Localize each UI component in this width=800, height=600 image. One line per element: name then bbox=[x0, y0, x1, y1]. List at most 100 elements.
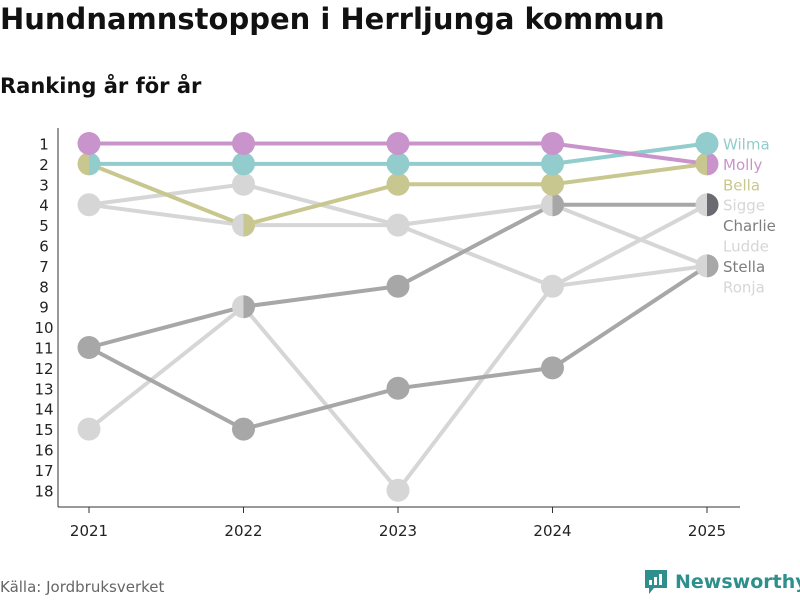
y-tick-label: 3 bbox=[39, 176, 49, 194]
data-point-bella-2023 bbox=[386, 172, 410, 196]
x-tick-label: 2023 bbox=[379, 522, 417, 540]
y-tick-label: 15 bbox=[34, 421, 53, 439]
y-tick-label: 16 bbox=[34, 442, 53, 460]
point-marker bbox=[386, 213, 410, 237]
series-label-ronja: Ronja bbox=[723, 278, 765, 296]
point-marker-left-half bbox=[695, 254, 707, 278]
point-marker-left-half bbox=[77, 152, 89, 176]
data-point-wilma-2023 bbox=[386, 152, 410, 176]
point-marker bbox=[541, 152, 564, 176]
point-marker-right-half bbox=[243, 213, 256, 237]
y-tick-label: 5 bbox=[39, 217, 49, 235]
point-marker bbox=[386, 152, 410, 176]
point-marker-right-half bbox=[243, 295, 256, 319]
data-point-stella-2024 bbox=[541, 356, 564, 380]
point-marker bbox=[386, 274, 410, 298]
point-marker bbox=[386, 478, 410, 502]
y-tick-label: 8 bbox=[39, 278, 49, 296]
y-tick-label: 6 bbox=[39, 238, 49, 256]
source-note: Källa: Jordbruksverket bbox=[0, 578, 165, 596]
point-marker bbox=[541, 274, 564, 298]
point-marker-right-half bbox=[89, 152, 101, 176]
y-tick-label: 9 bbox=[39, 299, 49, 317]
point-marker bbox=[541, 172, 564, 196]
point-marker bbox=[541, 132, 564, 155]
data-point-ludde-sigge-stella-2025 bbox=[695, 254, 719, 278]
point-marker bbox=[232, 152, 255, 176]
data-point-sigge-charlie-2024 bbox=[541, 193, 564, 217]
point-marker bbox=[695, 132, 719, 155]
y-tick-label: 2 bbox=[39, 156, 49, 174]
newsworthy-logo-icon bbox=[645, 570, 667, 594]
y-tick-label: 12 bbox=[34, 360, 53, 378]
data-point-ronja-2021 bbox=[77, 417, 101, 441]
y-tick-label: 11 bbox=[34, 340, 53, 358]
data-point-ludde-2022 bbox=[232, 172, 255, 196]
point-marker-right-half bbox=[552, 193, 564, 217]
brand-logo: Newsworthy bbox=[643, 568, 800, 596]
data-point-molly-2023 bbox=[386, 132, 410, 155]
data-point-wilma-2024 bbox=[541, 152, 564, 176]
y-tick-label: 14 bbox=[34, 401, 53, 419]
x-tick-label: 2024 bbox=[533, 522, 571, 540]
series-label-wilma: Wilma bbox=[723, 136, 770, 154]
point-marker-left-half bbox=[695, 152, 707, 176]
data-point-stella-2023 bbox=[386, 376, 410, 400]
data-point-wilma-2022 bbox=[232, 152, 255, 176]
point-marker-left-half bbox=[232, 295, 244, 319]
series-label-molly: Molly bbox=[723, 156, 762, 174]
series-label-stella: Stella bbox=[723, 258, 765, 276]
point-marker bbox=[386, 172, 410, 196]
series-label-ludde: Ludde bbox=[723, 238, 769, 256]
point-marker bbox=[77, 193, 101, 217]
point-marker-right-half bbox=[707, 193, 719, 217]
series-line-ronja bbox=[87, 202, 708, 493]
brand-name: Newsworthy bbox=[675, 571, 800, 593]
x-tick-label: 2022 bbox=[224, 522, 262, 540]
point-marker bbox=[77, 336, 101, 359]
y-tick-label: 17 bbox=[34, 462, 53, 480]
point-marker bbox=[232, 417, 255, 441]
data-point-stella-charlie-2021 bbox=[77, 336, 101, 359]
data-point-charlie-2023 bbox=[386, 274, 410, 298]
data-point-bella-2024 bbox=[541, 172, 564, 196]
data-point-molly-2022 bbox=[232, 132, 255, 155]
data-point-bella-molly-2025 bbox=[695, 152, 719, 176]
point-marker-left-half bbox=[541, 193, 553, 217]
series-label-bella: Bella bbox=[723, 176, 760, 194]
point-marker-right-half bbox=[707, 152, 719, 176]
x-tick-label: 2021 bbox=[70, 522, 108, 540]
data-point-ludde-sigge-2021 bbox=[77, 193, 101, 217]
y-tick-label: 13 bbox=[34, 380, 53, 398]
data-point-stella-2022 bbox=[232, 417, 255, 441]
point-marker bbox=[541, 356, 564, 380]
data-point-sigge-bella-2022 bbox=[232, 213, 256, 237]
y-tick-label: 7 bbox=[39, 258, 49, 276]
y-tick-label: 10 bbox=[34, 319, 53, 337]
x-tick-label: 2025 bbox=[688, 522, 726, 540]
data-point-ronja-ludde-2024 bbox=[541, 274, 564, 298]
point-marker-right-half bbox=[707, 254, 719, 278]
series-label-sigge: Sigge bbox=[723, 197, 765, 215]
point-marker bbox=[77, 132, 101, 155]
chart-subtitle: Ranking år för år bbox=[0, 74, 202, 98]
series-label-charlie: Charlie bbox=[723, 217, 776, 235]
point-marker bbox=[232, 132, 255, 155]
chart-title: Hundnamnstoppen i Herrljunga kommun bbox=[0, 2, 665, 36]
y-tick-label: 18 bbox=[34, 482, 53, 500]
data-point-bella-wilma-2021 bbox=[77, 152, 101, 176]
data-point-molly-2021 bbox=[77, 132, 101, 155]
y-tick-label: 1 bbox=[39, 136, 49, 154]
point-marker bbox=[386, 376, 410, 400]
point-marker bbox=[77, 417, 101, 441]
point-marker-left-half bbox=[695, 193, 707, 217]
data-point-ludde-sigge-2023 bbox=[386, 213, 410, 237]
point-marker bbox=[386, 132, 410, 155]
data-point-ronja-charlie-2025 bbox=[695, 193, 719, 217]
point-marker-left-half bbox=[232, 213, 244, 237]
point-marker bbox=[232, 172, 255, 196]
data-point-ronja-charlie-2022 bbox=[232, 295, 256, 319]
data-point-molly-2024 bbox=[541, 132, 564, 155]
data-point-wilma-2025 bbox=[695, 132, 719, 155]
